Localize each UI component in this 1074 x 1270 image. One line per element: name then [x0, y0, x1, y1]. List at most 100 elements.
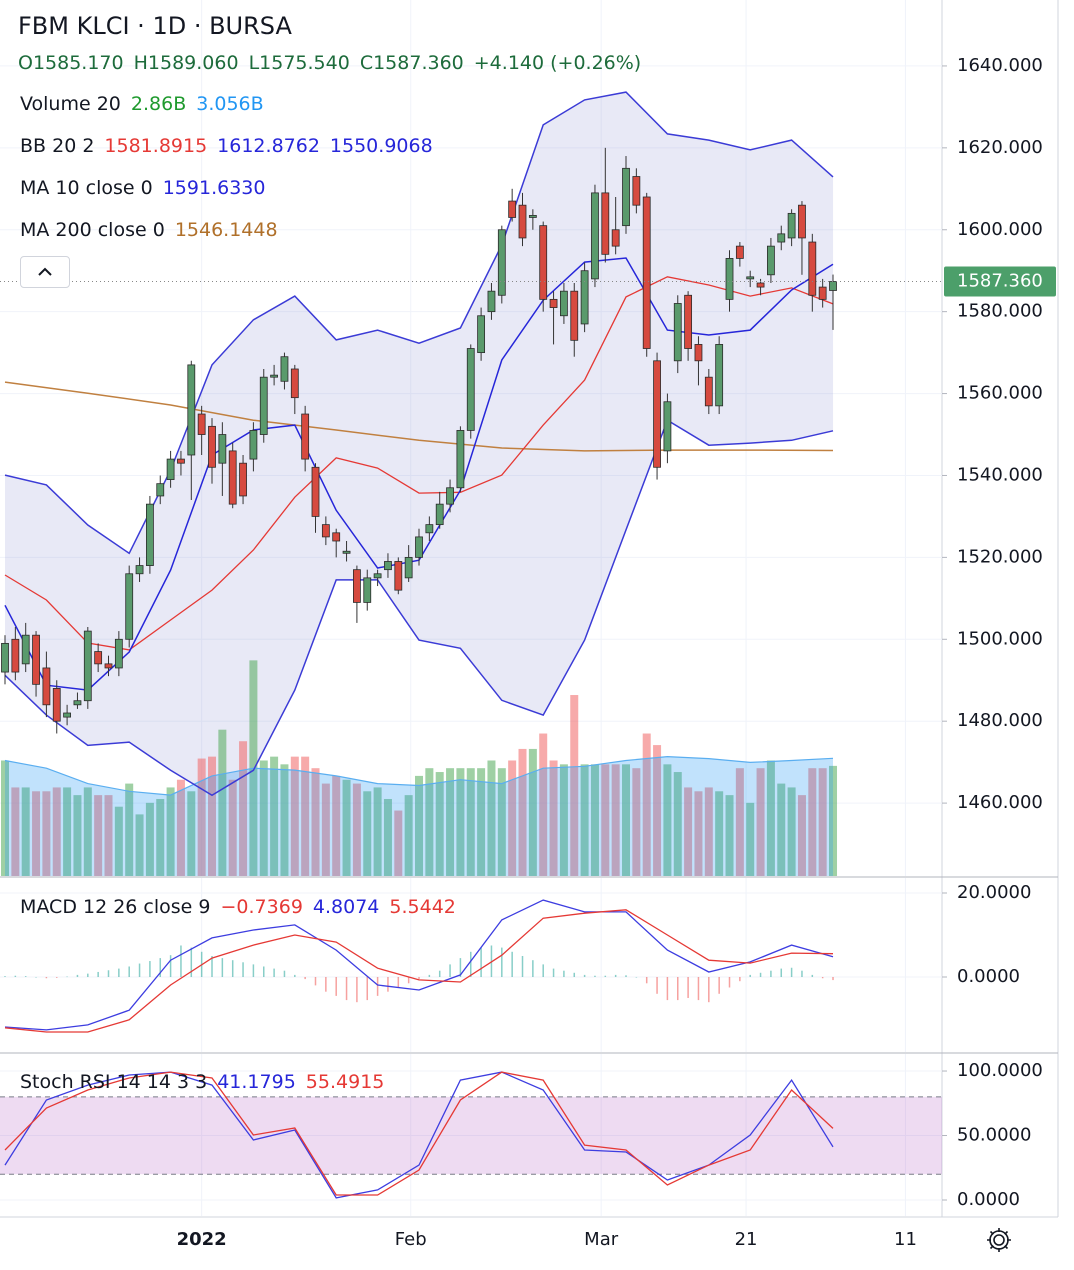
- candle-body: [777, 233, 786, 243]
- candle-body: [83, 630, 92, 702]
- macd-histogram-bar: [821, 976, 824, 979]
- volume-bar: [653, 745, 662, 876]
- y-tick-label: 100.0000: [957, 1060, 1043, 1081]
- volume-bar: [549, 760, 558, 876]
- macd-legend: MACD 12 26 close 9 −0.7369 4.8074 5.5442: [20, 891, 466, 933]
- macd-histogram-bar: [614, 974, 617, 977]
- macd-histogram-bar: [66, 976, 68, 978]
- y-tick-label: 1460.000: [957, 792, 1043, 813]
- volume-bar: [528, 748, 537, 876]
- candle-body: [187, 364, 196, 456]
- legend-label: BB 20 2: [20, 135, 95, 157]
- macd-histogram-bar: [149, 961, 151, 977]
- macd-histogram-bar: [397, 976, 400, 988]
- candle-body: [580, 270, 589, 325]
- ohlc-value: C1587.360: [359, 52, 464, 74]
- price-legend: Volume 20 2.86B 3.056B BB 20 2 1581.8915 1612…: [20, 88, 443, 256]
- legend-readout: 1591.6330: [162, 177, 266, 199]
- macd-histogram-bar: [128, 966, 130, 977]
- macd-histogram-bar: [231, 960, 234, 977]
- volume-bar: [228, 779, 237, 876]
- x-tick-label: 2022: [177, 1229, 227, 1250]
- volume-bar: [415, 775, 424, 876]
- macd-histogram-bar: [107, 970, 110, 977]
- bb-fill: [4, 92, 834, 796]
- y-tick-label: 0.0000: [957, 1189, 1020, 1210]
- volume-bar: [21, 787, 30, 876]
- macd-histogram-bar: [242, 962, 244, 977]
- legend-label: Volume 20: [20, 93, 121, 115]
- volume-bar: [559, 764, 568, 876]
- candle-body: [321, 524, 330, 538]
- volume-bar: [104, 795, 113, 876]
- candle-body: [808, 241, 817, 296]
- macd-histogram-bar: [459, 958, 462, 977]
- volume-bar: [787, 787, 796, 876]
- stoch-band: [0, 1096, 942, 1175]
- legend-label: MA 10 close 0: [20, 177, 153, 199]
- macd-histogram-bar: [625, 975, 627, 977]
- macd-histogram-bar: [55, 976, 58, 978]
- volume-bar: [63, 787, 72, 876]
- candle-body: [135, 565, 144, 575]
- candle-body: [798, 204, 806, 239]
- legend-row: MACD 12 26 close 9 −0.7369 4.8074 5.5442: [20, 891, 466, 933]
- macd-histogram-bar: [728, 976, 731, 988]
- macd-histogram-bar: [480, 947, 482, 977]
- x-tick-label: 11: [894, 1229, 917, 1250]
- macd-histogram-bar: [314, 976, 317, 986]
- candle-body: [456, 430, 465, 489]
- x-tick-label: Feb: [395, 1229, 427, 1250]
- y-tick-label: 1520.000: [957, 546, 1043, 567]
- volume-bar: [570, 695, 579, 876]
- macd-histogram-bar: [138, 963, 141, 977]
- volume-bar: [497, 768, 506, 876]
- macd-histogram-bar: [87, 973, 89, 977]
- collapse-legend-button[interactable]: [20, 256, 70, 288]
- volume-bar: [725, 795, 734, 876]
- volume-bar: [601, 764, 610, 876]
- legend-readout: 41.1795: [217, 1071, 296, 1093]
- volume-bar: [715, 791, 724, 876]
- legend-label: MACD 12 26 close 9: [20, 896, 211, 918]
- candle-body: [32, 634, 40, 685]
- ohlc-row: O1585.170 H1589.060 L1575.540 C1587.360 +4.1…: [18, 52, 651, 74]
- volume-bar: [290, 756, 299, 876]
- volume-bar: [642, 733, 651, 876]
- volume-bar: [52, 787, 61, 876]
- volume: [0, 660, 838, 876]
- candle-body: [311, 466, 320, 517]
- volume-bar: [818, 768, 827, 876]
- legend-row: MA 200 close 0 1546.1448: [20, 214, 443, 256]
- axes: 2022 Feb Mar 21 11 1460.000 1480.000 1500.000 15…: [177, 55, 1056, 1250]
- volume-bar: [673, 772, 682, 876]
- candle-body: [446, 487, 454, 505]
- bb-lower-line: [4, 419, 834, 797]
- candle-body: [787, 212, 796, 239]
- macd-histogram-bar: [366, 976, 369, 1001]
- candle-body: [549, 298, 558, 308]
- volume-bar: [746, 802, 755, 876]
- y-tick-label: 1620.000: [957, 137, 1043, 158]
- volume-bar: [166, 787, 175, 876]
- macd-histogram-bar: [739, 976, 741, 982]
- macd-histogram-bar: [97, 971, 99, 977]
- symbol-title: FBM KLCI · 1D · BURSA: [18, 12, 292, 40]
- candle-body: [114, 638, 123, 669]
- candle-body: [239, 462, 247, 497]
- volume-bar: [684, 787, 693, 876]
- legend-readout: 1581.8915: [104, 135, 208, 157]
- ohlc-value: O1585.170: [18, 52, 124, 74]
- macd-histogram-bar: [677, 976, 679, 1001]
- volume-bar: [145, 802, 154, 876]
- candle-body: [601, 192, 610, 255]
- candle-body: [560, 290, 568, 317]
- settings-button[interactable]: [984, 1225, 1014, 1255]
- candle-body: [42, 667, 51, 706]
- macd-histogram-bar: [532, 960, 534, 977]
- volume-bar: [756, 768, 765, 876]
- volume-bar: [176, 779, 185, 876]
- candle-body: [52, 688, 61, 722]
- y-tick-label: 1580.000: [957, 301, 1043, 322]
